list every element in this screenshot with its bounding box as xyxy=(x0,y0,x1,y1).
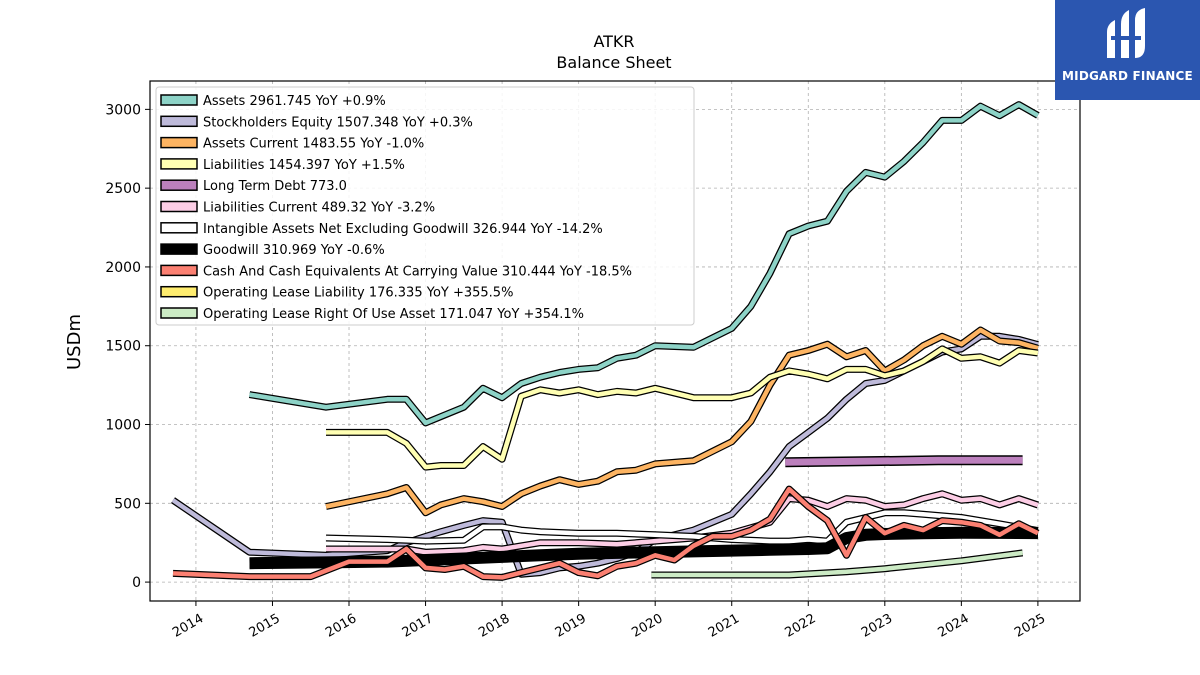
midgard-logo-icon xyxy=(1107,8,1145,58)
legend-entry: Stockholders Equity 1507.348 YoY +0.3% xyxy=(203,115,473,130)
legend-swatch xyxy=(160,115,198,128)
y-tick-label: 0 xyxy=(132,575,141,591)
legend-swatch xyxy=(160,136,198,149)
legend-entry: Goodwill 310.969 YoY -0.6% xyxy=(203,243,385,258)
x-tick-label: 2021 xyxy=(706,611,742,641)
legend-entry: Liabilities 1454.397 YoY +1.5% xyxy=(203,158,405,173)
series-outline-liabilities xyxy=(326,345,1039,471)
brand-name: MIDGARD FINANCE xyxy=(1062,69,1193,83)
plot-frame xyxy=(149,80,1081,602)
series-line-assets xyxy=(249,102,1040,426)
brand-logo: MIDGARD FINANCE xyxy=(1055,0,1200,100)
chart-title: ATKR xyxy=(593,32,634,51)
legend-swatch xyxy=(160,200,198,213)
y-tick-label: 2000 xyxy=(105,260,141,276)
legend-entry: Operating Lease Right Of Use Asset 171.0… xyxy=(203,307,584,322)
legend-swatch xyxy=(160,307,198,319)
legend-entry: Assets 2961.745 YoY +0.9% xyxy=(203,94,386,109)
series-line-long-term-debt xyxy=(785,456,1023,466)
y-tick-label: 1000 xyxy=(105,418,141,434)
x-tick-label: 2014 xyxy=(170,611,206,641)
legend-entry: Assets Current 1483.55 YoY -1.0% xyxy=(203,137,424,152)
series-line-liabilities xyxy=(326,346,1039,470)
series-line-assets-current xyxy=(325,327,1039,516)
x-tick-label: 2023 xyxy=(859,611,895,641)
y-tick-label: 2500 xyxy=(105,181,141,197)
legend-swatch xyxy=(160,285,198,298)
legend-box xyxy=(155,86,695,326)
y-tick-label: 3000 xyxy=(105,102,141,118)
y-tick-label: 1500 xyxy=(105,339,141,355)
legend-entry: Intangible Assets Net Excluding Goodwill… xyxy=(203,222,603,237)
x-tick-label: 2017 xyxy=(400,611,436,641)
series-layer xyxy=(171,101,1040,581)
legend-swatch xyxy=(160,158,198,170)
x-tick-label: 2018 xyxy=(476,611,512,641)
legend-entry: Operating Lease Liability 176.335 YoY +3… xyxy=(203,286,513,301)
y-tick-label: 500 xyxy=(114,496,141,512)
legend-swatch xyxy=(160,264,198,277)
series-line-goodwill xyxy=(249,527,1038,569)
x-tick-label: 2020 xyxy=(629,611,665,641)
legend-swatch xyxy=(160,222,198,234)
legend-entry: Liabilities Current 489.32 YoY -3.2% xyxy=(203,201,435,216)
x-tick-label: 2019 xyxy=(553,611,589,641)
legend: Assets 2961.745 YoY +0.9% Stockholders Eq… xyxy=(155,86,695,326)
x-tick-label: 2025 xyxy=(1012,611,1048,641)
legend-swatch xyxy=(160,179,198,191)
x-tick-label: 2022 xyxy=(782,611,818,641)
series-line-cash-and-cash-equivalents-at-carrying-value xyxy=(172,486,1039,580)
x-tick-label: 2024 xyxy=(936,611,972,641)
legend-swatch xyxy=(160,94,198,106)
chart-subtitle: Balance Sheet xyxy=(556,53,671,72)
legend-entry: Long Term Debt 773.0 xyxy=(203,179,347,194)
legend-entry: Cash And Cash Equivalents At Carrying Va… xyxy=(203,264,632,279)
x-tick-label: 2015 xyxy=(247,611,283,641)
legend-swatch xyxy=(160,243,198,255)
series-line-operating-lease-right-of-use-asset xyxy=(651,550,1023,578)
y-axis-label: USDm xyxy=(64,314,85,370)
x-tick-label: 2016 xyxy=(323,611,359,641)
